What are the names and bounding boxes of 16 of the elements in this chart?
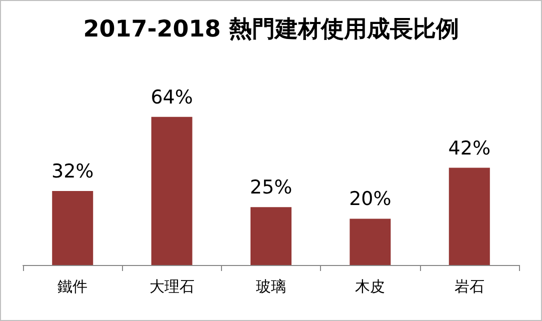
data-label: 42% [448,137,491,160]
x-tick-label: 岩石 [454,278,484,296]
x-tick-label: 大理石 [149,278,194,296]
bar [250,207,292,265]
x-tick-label: 玻璃 [256,278,286,296]
data-label: 64% [150,86,193,108]
bar [350,218,391,265]
data-label: 20% [349,188,392,210]
bar [151,116,192,265]
x-tick-label: 鐵件 [58,278,88,296]
data-label: 32% [51,160,94,182]
bar [448,168,490,265]
data-label: 25% [250,176,292,199]
bar [52,190,94,265]
chart-title: 2017-2018 熱門建材使用成長比例 [83,16,459,42]
x-tick-label: 木皮 [355,278,386,296]
